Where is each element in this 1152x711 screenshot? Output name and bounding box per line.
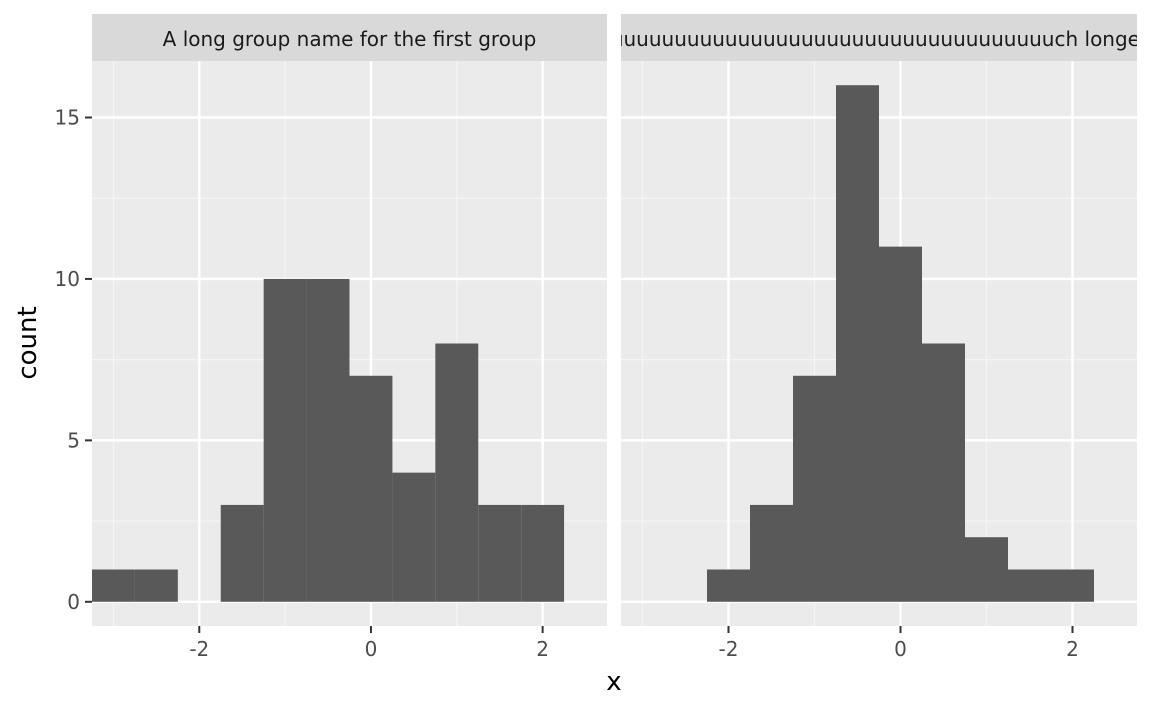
- x-axis-title: x: [606, 667, 621, 697]
- y-tick-label: 0: [67, 590, 80, 614]
- histogram-bar: [92, 569, 135, 602]
- x-axis: -2 0 2: [719, 626, 1079, 661]
- histogram-bar: [879, 246, 922, 602]
- histogram-bars: [707, 85, 1094, 602]
- histogram-bar: [750, 504, 793, 602]
- histogram-bar: [349, 375, 393, 602]
- histogram-bar: [793, 375, 836, 602]
- facet-strip: A long group name for the first group: [92, 14, 607, 61]
- histogram-bar: [521, 504, 565, 602]
- y-axis: 0 5 10 15: [55, 106, 92, 614]
- x-tick-label: 0: [894, 637, 907, 661]
- histogram-bar: [1051, 569, 1094, 602]
- histogram-bar: [922, 343, 965, 602]
- facet-panel-2: A muuuuuuuuuuuuuuuuuuuuuuuuuuuuuuuuuuuuu…: [267, 14, 1152, 661]
- histogram-bar: [707, 569, 750, 602]
- histogram-bar: [134, 569, 178, 602]
- x-tick-label: 2: [536, 637, 549, 661]
- y-tick-label: 15: [55, 106, 80, 130]
- facet-label: A muuuuuuuuuuuuuuuuuuuuuuuuuuuuuuuuuuuuu…: [267, 27, 1152, 51]
- facet-strip: A muuuuuuuuuuuuuuuuuuuuuuuuuuuuuuuuuuuuu…: [267, 14, 1152, 61]
- x-axis: -2 0 2: [189, 626, 549, 661]
- histogram-bar: [1008, 569, 1051, 602]
- y-tick-label: 5: [67, 428, 80, 452]
- strip-background: [621, 14, 1137, 61]
- facet-label: A long group name for the first group: [163, 27, 537, 51]
- panels-layer: A long group name for the first group -2 0…: [92, 14, 1152, 661]
- x-tick-label: -2: [719, 637, 739, 661]
- strip-background: [92, 14, 607, 61]
- facet-panel-1: A long group name for the first group -2 0…: [92, 14, 607, 661]
- x-tick-label: 0: [365, 637, 378, 661]
- histogram-bar: [306, 278, 350, 602]
- y-tick-label: 10: [55, 267, 80, 291]
- histogram-bar: [965, 537, 1008, 602]
- histogram-bar: [836, 85, 879, 602]
- histogram-bar: [220, 504, 264, 602]
- x-tick-label: -2: [189, 637, 209, 661]
- histogram-bar: [435, 343, 479, 602]
- x-tick-label: 2: [1066, 637, 1079, 661]
- y-axis-title: count: [13, 306, 43, 379]
- histogram-bar: [478, 504, 522, 602]
- histogram-bar: [263, 278, 307, 602]
- histogram-bars: [92, 278, 565, 602]
- histogram-bar: [392, 472, 436, 602]
